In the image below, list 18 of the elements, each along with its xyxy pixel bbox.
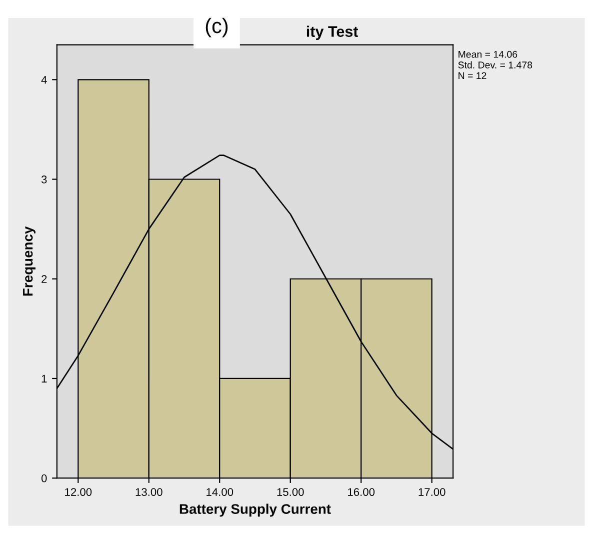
x-tick-label: 17.00 (418, 488, 446, 496)
text: Std. Dev. = 1.478 (458, 61, 532, 68)
y-axis-title: Frequency (23, 226, 36, 296)
x-tick-label: 14.00 (206, 488, 234, 496)
x-tick-label: 16.00 (348, 488, 375, 496)
y-tick-label: 3 (41, 176, 47, 184)
x-tick-label: 15.00 (277, 488, 304, 496)
y-tick-label: 1 (42, 374, 47, 383)
chart-title: (c) (206, 18, 228, 38)
text: N = 12 (458, 72, 486, 79)
x-axis-title: Battery Supply Current (180, 504, 331, 517)
y-tick-label: 2 (42, 275, 47, 283)
text: Mean = 14.06 (458, 50, 518, 58)
x-tick-label: 13.00 (136, 488, 162, 496)
y-tick-label: 4 (41, 76, 47, 84)
chart-subtitle: ity Test (306, 26, 358, 40)
y-tick-label: 0 (41, 474, 47, 482)
x-tick-label: 12.00 (65, 488, 92, 496)
